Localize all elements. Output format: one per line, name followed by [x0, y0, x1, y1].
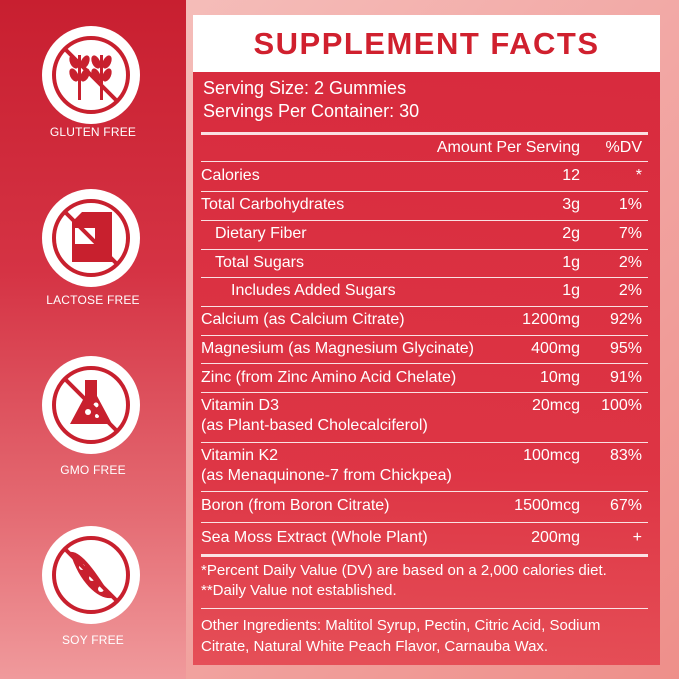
amount: 2g: [562, 225, 580, 242]
lactose-icon: [42, 189, 140, 287]
daily-value: 67%: [609, 497, 642, 514]
nutrient-name: Includes Added Sugars: [231, 282, 396, 299]
badge-label: SOY FREE: [61, 633, 125, 647]
column-header: %DV: [605, 139, 642, 156]
badge-icons: [42, 26, 140, 624]
nutrient-name: Total Carbohydrates: [201, 196, 345, 213]
separator: [201, 491, 648, 492]
badge-label: GLUTEN FREE: [49, 125, 137, 139]
separator: [201, 277, 648, 278]
nutrient-name: Total Sugars: [215, 254, 304, 271]
separator: [201, 363, 648, 364]
nutrient-name: Calories: [201, 167, 260, 184]
nutrient-detail: (as Menaquinone-7 from Chickpea): [201, 467, 452, 484]
daily-value: 2%: [618, 282, 642, 299]
amount: 100mcg: [523, 447, 580, 464]
daily-value: 91%: [609, 369, 642, 386]
daily-value: +: [632, 529, 642, 546]
amount: 1g: [562, 282, 580, 299]
amount: 1g: [562, 254, 580, 271]
separator: [201, 220, 648, 221]
other-ingredients: Other Ingredients: Maltitol Syrup, Pecti…: [201, 617, 601, 655]
soy-icon: [42, 526, 140, 624]
badge-column: GLUTEN FREE LACTOSE FREE GMO FREE SOY FR…: [0, 0, 186, 679]
facts-header: SUPPLEMENT FACTS: [193, 15, 660, 72]
nutrient-name: Boron (from Boron Citrate): [201, 497, 390, 514]
badge-label: LACTOSE FREE: [46, 293, 140, 307]
separator: [201, 161, 648, 162]
amount: 1200mg: [522, 311, 580, 328]
amount: 20mcg: [531, 397, 580, 414]
separator: [201, 132, 648, 135]
facts-panel: SUPPLEMENT FACTS Serving Size: 2 Gummies…: [193, 15, 660, 665]
daily-value: 7%: [618, 225, 642, 242]
serving-size: Serving Size: 2 Gummies: [203, 78, 407, 98]
daily-value: 92%: [609, 311, 642, 328]
daily-value: *: [635, 167, 642, 184]
separator: [201, 249, 648, 250]
nutrient-name: Vitamin K2: [201, 447, 279, 464]
amount: 1500mcg: [514, 497, 580, 514]
separator: [201, 392, 648, 393]
nutrient-name: Sea Moss Extract (Whole Plant): [201, 529, 428, 546]
nutrient-name: Zinc (from Zinc Amino Acid Chelate): [201, 369, 457, 386]
footnote: *Percent Daily Value (DV) are based on a…: [201, 562, 607, 579]
amount: 200mg: [531, 529, 580, 546]
nutrient-name: Magnesium (as Magnesium Glycinate): [201, 340, 474, 357]
daily-value: 95%: [609, 340, 642, 357]
badge-label: GMO FREE: [60, 463, 126, 477]
separator: [201, 608, 648, 609]
footnote: **Daily Value not established.: [201, 582, 397, 599]
daily-value: 1%: [618, 196, 642, 213]
daily-value: 100%: [601, 397, 642, 414]
servings-per-container: Servings Per Container: 30: [203, 101, 420, 121]
separator: [201, 306, 648, 307]
nutrient-detail: (as Plant-based Cholecalciferol): [201, 417, 428, 434]
separator: [201, 522, 648, 523]
nutrient-name: Dietary Fiber: [215, 225, 307, 242]
nutrient-name: Vitamin D3: [201, 397, 279, 414]
gmo-icon: [42, 356, 140, 454]
daily-value: 83%: [609, 447, 642, 464]
title: SUPPLEMENT FACTS: [253, 26, 600, 61]
gluten-icon: [42, 26, 140, 124]
daily-value: 2%: [618, 254, 642, 271]
separator: [201, 191, 648, 192]
separator: [201, 335, 648, 336]
nutrient-name: Calcium (as Calcium Citrate): [201, 311, 405, 328]
amount: 400mg: [531, 340, 580, 357]
separator: [201, 442, 648, 443]
separator: [201, 554, 648, 557]
amount: 3g: [562, 196, 580, 213]
column-header: Amount Per Serving: [436, 139, 580, 156]
amount: 12: [562, 167, 580, 184]
amount: 10mg: [539, 369, 580, 386]
